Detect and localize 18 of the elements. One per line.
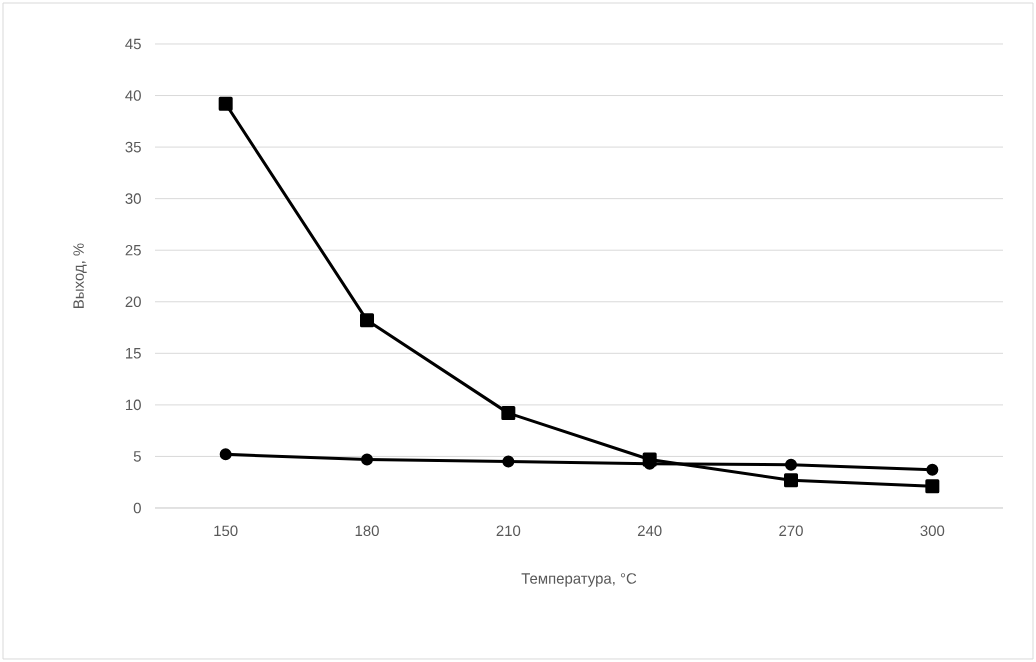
x-tick-label: 150 xyxy=(214,525,238,537)
y-tick-label: 0 xyxy=(133,502,141,514)
y-tick-label: 30 xyxy=(125,193,141,204)
x-tick-label: 300 xyxy=(920,525,945,537)
x-tick-label: 240 xyxy=(637,525,662,537)
y-tick-label: 15 xyxy=(126,348,141,359)
y-axis-title: Выход, % xyxy=(73,243,87,308)
y-tick-label: 20 xyxy=(125,296,141,308)
y-tick-label: 45 xyxy=(125,38,141,50)
y-tick-label: 10 xyxy=(126,399,141,411)
y-tick-label: 40 xyxy=(125,90,141,101)
x-tick-label: 270 xyxy=(779,525,803,537)
x-tick-label: 180 xyxy=(355,525,379,537)
y-tick-label: 35 xyxy=(125,141,141,153)
y-tick-label: 25 xyxy=(125,244,141,256)
x-tick-label: 210 xyxy=(496,525,521,537)
y-tick-label: 5 xyxy=(133,451,141,462)
x-axis-title: Температура, °C xyxy=(521,573,637,587)
